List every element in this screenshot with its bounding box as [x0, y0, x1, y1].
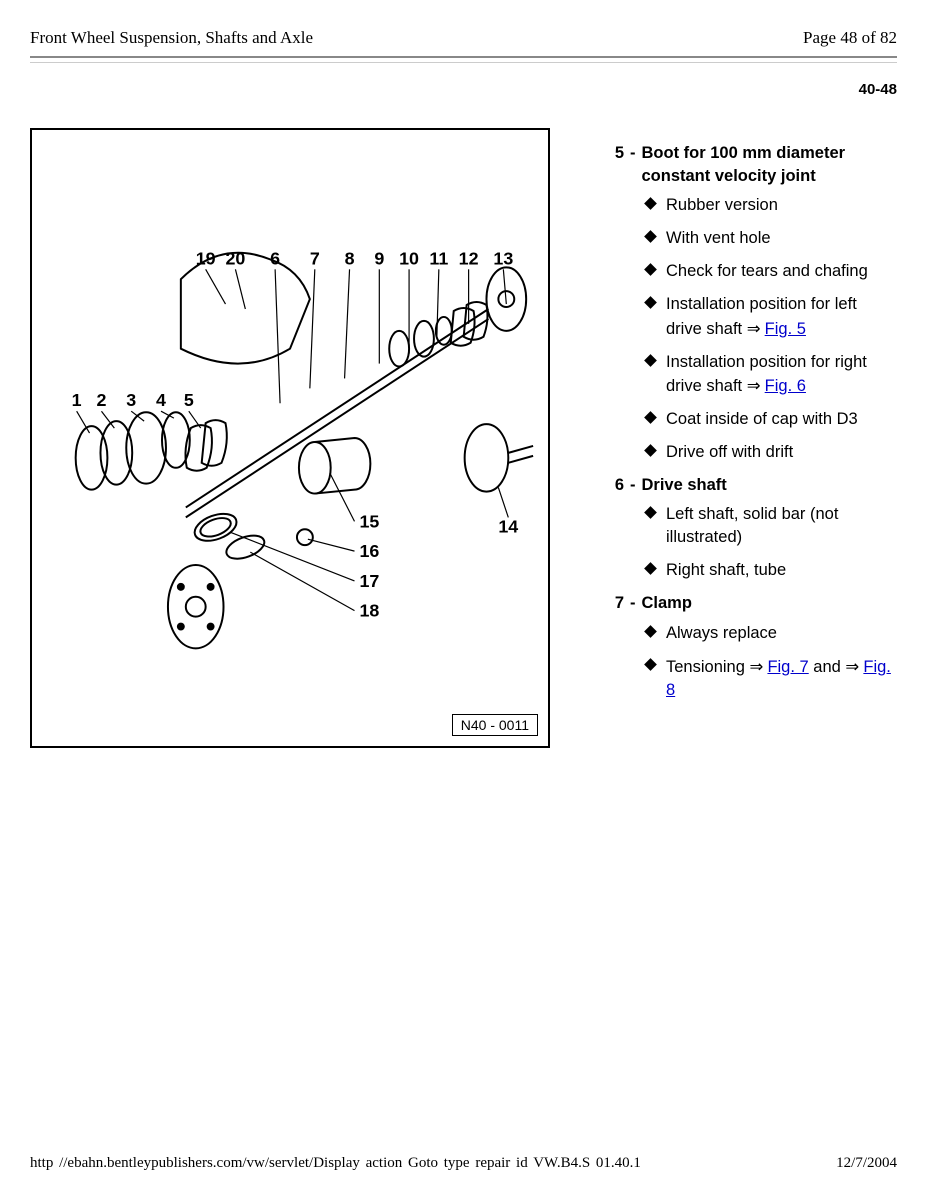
part-number: 6 — [590, 474, 624, 497]
footer-date: 12/7/2004 — [836, 1155, 897, 1172]
part-bullets: Rubber version With vent hole Check for te… — [646, 194, 897, 464]
part-bullet: Check for tears and chafing — [646, 260, 897, 283]
diagram-label: 9 — [374, 248, 384, 268]
header-title: Front Wheel Suspension, Shafts and Axle — [30, 28, 313, 48]
diagram-label: 8 — [345, 248, 355, 268]
exploded-diagram: 1920678910111213 12345 15161718 14 — [30, 128, 550, 748]
diagram-label: 10 — [399, 248, 419, 268]
diagram-label: 5 — [184, 390, 194, 410]
diagram-label: 20 — [225, 248, 245, 268]
part-bullet: Always replace — [646, 622, 897, 645]
part-bullet: Installation position for left drive sha… — [646, 293, 897, 340]
part-heading: 5-Boot for 100 mm diameter constant velo… — [590, 142, 897, 188]
figure-link[interactable]: Fig. 5 — [765, 320, 806, 338]
diagram-label: 15 — [359, 511, 379, 531]
part-title: Clamp — [642, 592, 898, 615]
diagram-svg: 1920678910111213 12345 15161718 14 — [32, 130, 548, 746]
part-bullets: Always replace Tensioning ⇒ Fig. 7 and ⇒ … — [646, 622, 897, 702]
part-bullet: Left shaft, solid bar (not illustrated) — [646, 503, 897, 549]
diagram-label: 17 — [359, 571, 379, 591]
part-heading: 6-Drive shaft — [590, 474, 897, 497]
diagram-label: 3 — [126, 390, 136, 410]
diagram-label: 6 — [270, 248, 280, 268]
header-rule — [30, 56, 897, 58]
diagram-label: 18 — [359, 601, 379, 621]
diagram-label: 16 — [359, 541, 379, 561]
part-bullets: Left shaft, solid bar (not illustrated) R… — [646, 503, 897, 582]
diagram-label: 1 — [72, 390, 82, 410]
page-reference: 40-48 — [30, 81, 897, 98]
diagram-caption: N40 - 0011 — [452, 714, 538, 736]
part-title: Drive shaft — [642, 474, 898, 497]
part-title: Boot for 100 mm diameter constant veloci… — [642, 142, 898, 188]
header-subrule — [30, 62, 897, 63]
diagram-label: 12 — [459, 248, 479, 268]
part-bullet: Rubber version — [646, 194, 897, 217]
diagram-label: 2 — [96, 390, 106, 410]
part-heading: 7-Clamp — [590, 592, 897, 615]
diagram-label: 4 — [156, 390, 166, 410]
part-bullet: Coat inside of cap with D3 — [646, 408, 897, 431]
part-number: 7 — [590, 592, 624, 615]
part-bullet: Tensioning ⇒ Fig. 7 and ⇒ Fig. 8 — [646, 655, 897, 702]
part-bullet: Installation position for right drive sh… — [646, 351, 897, 398]
footer-url: http //ebahn.bentleypublishers.com/vw/se… — [30, 1155, 641, 1172]
part-number: 5 — [590, 142, 624, 188]
diagram-label: 13 — [493, 248, 513, 268]
diagram-label: 14 — [498, 516, 518, 536]
part-bullet: Drive off with drift — [646, 441, 897, 464]
part-bullet: Right shaft, tube — [646, 559, 897, 582]
diagram-label: 7 — [310, 248, 320, 268]
header-page-of: Page 48 of 82 — [803, 28, 897, 48]
parts-list: 5-Boot for 100 mm diameter constant velo… — [590, 128, 897, 712]
diagram-label: 11 — [429, 248, 448, 268]
part-bullet: With vent hole — [646, 227, 897, 250]
figure-link[interactable]: Fig. 6 — [765, 377, 806, 395]
figure-link[interactable]: Fig. 7 — [767, 658, 808, 676]
